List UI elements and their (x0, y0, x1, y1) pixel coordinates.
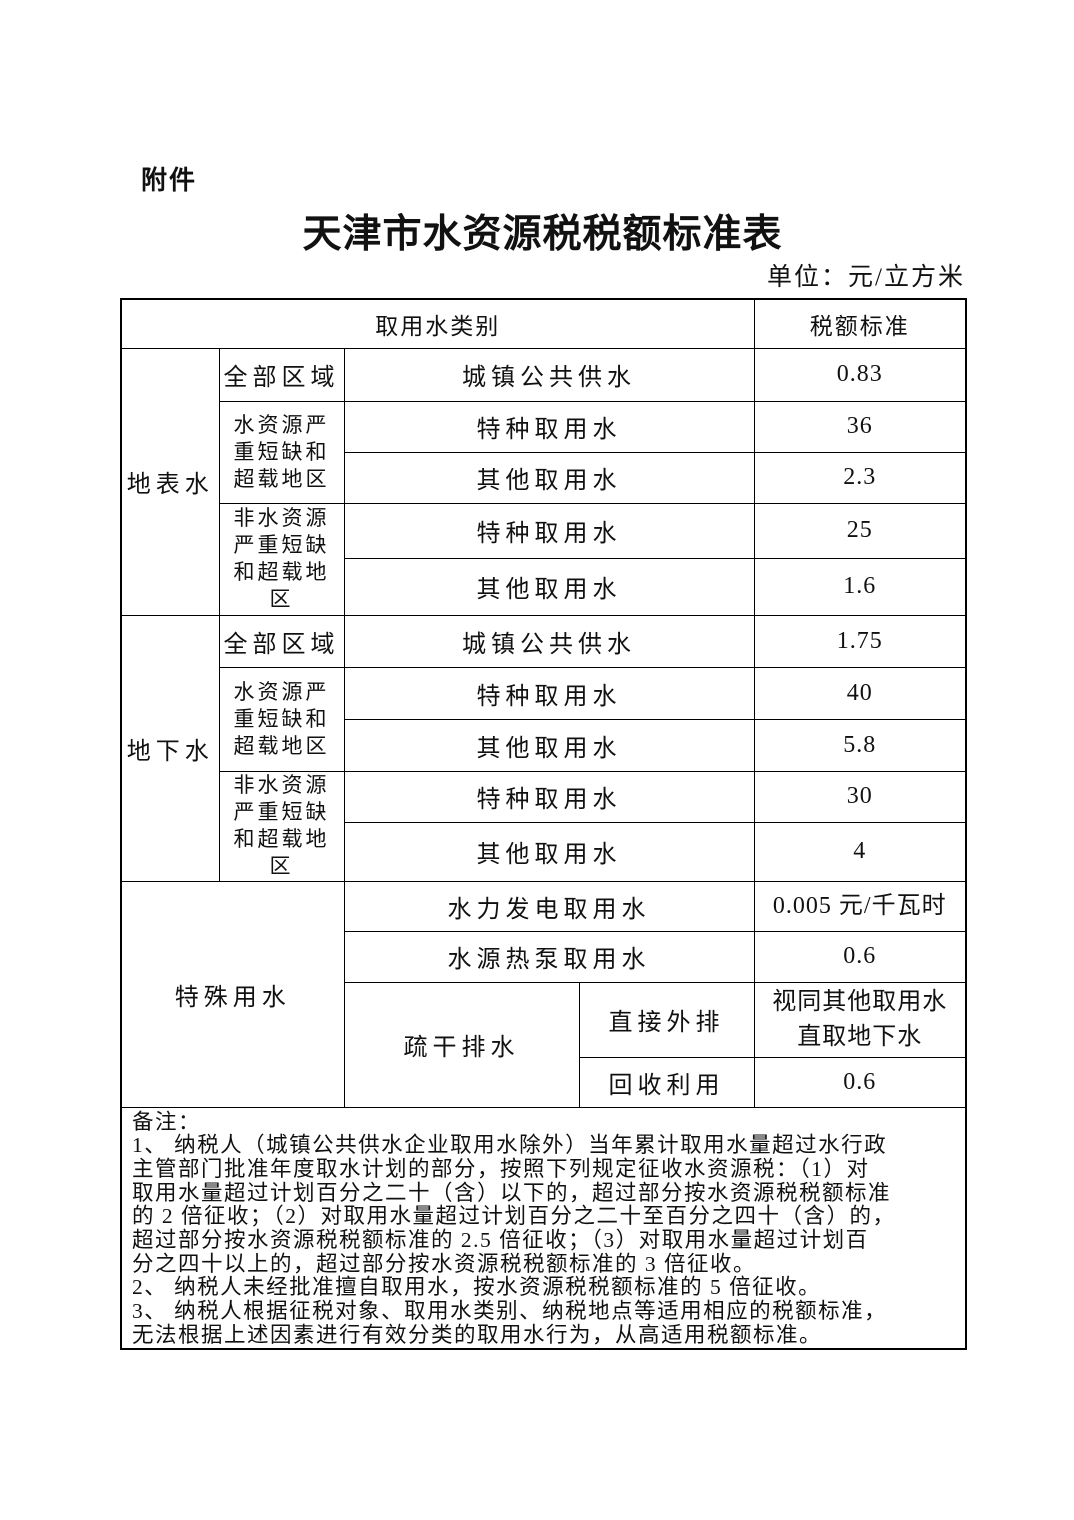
notes-cell: 备注： 1、 纳税人（城镇公共供水企业取用水除外）当年累计取用水量超过水行政 主… (120, 1106, 967, 1350)
value-cell: 30 (753, 770, 967, 823)
area-cell: 水资源严重短缺和超载地区 (218, 666, 345, 772)
value-cell: 25 (753, 502, 967, 559)
value-cell: 视同其他取用水 直取地下水 (753, 981, 967, 1058)
notes-body: 1、 纳税人（城镇公共供水企业取用水除外）当年累计取用水量超过水行政 主管部门批… (132, 1133, 896, 1347)
category-cell: 城镇公共供水 (343, 347, 755, 402)
category-cell: 城镇公共供水 (343, 614, 755, 668)
category-cell: 特种取用水 (343, 502, 755, 559)
category-cell: 其他取用水 (343, 821, 755, 882)
tax-standard-table: 取用水类别 税额标准 地表水 全部区域 城镇公共供水 0.83 水资源严重短缺和… (120, 298, 967, 1350)
category-cell: 水力发电取用水 (343, 880, 755, 932)
category-cell: 特种取用水 (343, 400, 755, 453)
value-cell: 1.75 (753, 614, 967, 668)
value-cell: 0.6 (753, 1056, 967, 1108)
document-title: 天津市水资源税税额标准表 (302, 213, 783, 256)
value-cell: 0.83 (753, 347, 967, 402)
area-cell: 全部区域 (218, 614, 345, 668)
area-cell: 非水资源严重短缺和超载地区 (218, 770, 345, 882)
special-water-label-cell: 特殊用水 (120, 880, 345, 1108)
value-cell: 2.3 (753, 451, 967, 504)
drainage-label-cell: 疏干排水 (343, 981, 580, 1108)
category-cell: 其他取用水 (343, 557, 755, 616)
category-cell: 回收利用 (578, 1056, 755, 1108)
unit-label: 单位：元/立方米 (767, 264, 965, 291)
surface-water-label-cell: 地表水 (120, 347, 220, 616)
header-category-cell: 取用水类别 (120, 298, 755, 349)
category-cell: 特种取用水 (343, 666, 755, 720)
category-cell: 特种取用水 (343, 770, 755, 823)
area-cell: 水资源严重短缺和超载地区 (218, 400, 345, 504)
category-cell: 其他取用水 (343, 718, 755, 772)
value-cell: 36 (753, 400, 967, 453)
category-cell: 直接外排 (578, 981, 755, 1058)
notes-label: 备注： (132, 1109, 202, 1134)
attachment-label: 附件 (141, 165, 198, 195)
value-cell: 5.8 (753, 718, 967, 772)
value-cell: 0.6 (753, 930, 967, 983)
value-cell: 0.005 元/千瓦时 (753, 880, 967, 932)
ground-water-label-cell: 地下水 (120, 614, 220, 882)
category-cell: 水源热泵取用水 (343, 930, 755, 983)
area-cell: 非水资源严重短缺和超载地区 (218, 502, 345, 616)
header-standard-cell: 税额标准 (753, 298, 967, 349)
value-cell: 1.6 (753, 557, 967, 616)
value-cell: 4 (753, 821, 967, 882)
area-cell: 全部区域 (218, 347, 345, 402)
category-cell: 其他取用水 (343, 451, 755, 504)
value-cell: 40 (753, 666, 967, 720)
